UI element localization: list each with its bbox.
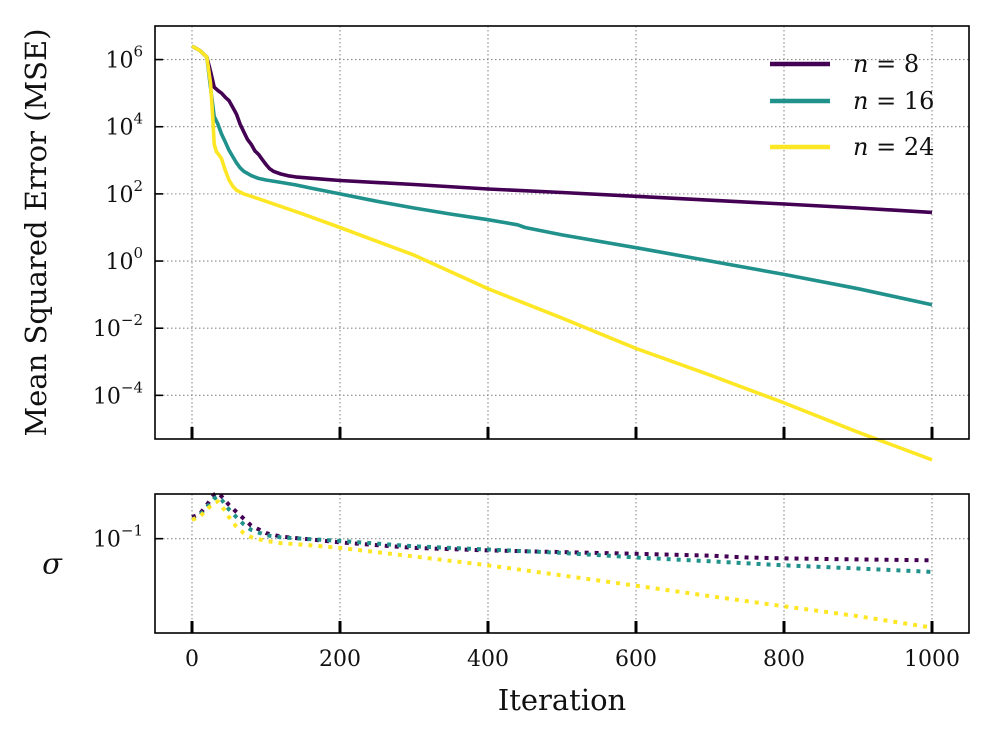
x-tick-label: 600 — [615, 647, 657, 672]
sigma-series-group — [190, 490, 933, 630]
sigma-series-line-n24 — [191, 499, 933, 630]
sigma-grid — [155, 494, 969, 633]
mse-y-tick-label: 102 — [105, 177, 143, 208]
mse-ticks: 106 104 102 100 10−2 10−4 — [93, 43, 934, 439]
x-tick-label: 800 — [763, 647, 805, 672]
x-tick-label: 1000 — [904, 647, 960, 672]
sigma-y-tick-label: 10−1 — [93, 522, 143, 553]
legend-label: n = 8 — [853, 50, 919, 78]
mse-series-group — [191, 44, 933, 462]
mse-y-tick-label: 104 — [105, 110, 143, 141]
sigma-ticks: 0 200 400 600 800 1000 10−1 — [93, 522, 960, 672]
mse-y-axis-label: Mean Squared Error (MSE) — [19, 28, 53, 436]
x-tick-label: 200 — [319, 647, 361, 672]
mse-panel: 106 104 102 100 10−2 10−4 Mean Squared Error … — [19, 25, 970, 462]
mse-y-tick-label: 106 — [105, 43, 143, 74]
mse-series-line-n24 — [191, 44, 933, 462]
sigma-series-line-n8 — [191, 490, 933, 563]
mse-grid — [155, 26, 969, 439]
mse-series-line-n16 — [191, 44, 933, 307]
legend-label: n = 16 — [853, 87, 934, 115]
mse-y-tick-label: 100 — [105, 244, 143, 275]
sigma-y-axis-label: σ — [42, 547, 63, 581]
mse-y-tick-label: 10−4 — [93, 378, 143, 409]
legend-label: n = 24 — [853, 133, 934, 161]
mse-y-tick-label: 10−2 — [93, 311, 143, 342]
sigma-panel: 0 200 400 600 800 1000 10−1 σ Iteration — [42, 490, 970, 717]
x-axis-label: Iteration — [498, 683, 627, 717]
legend: n = 8 n = 16 n = 24 — [770, 50, 934, 161]
x-tick-label: 0 — [185, 647, 199, 672]
mse-series-line-n8 — [191, 44, 933, 215]
sigma-plot-frame — [154, 493, 970, 634]
x-tick-label: 400 — [467, 647, 509, 672]
mse-plot-frame — [154, 25, 970, 440]
sigma-series-line-n16 — [190, 494, 933, 574]
